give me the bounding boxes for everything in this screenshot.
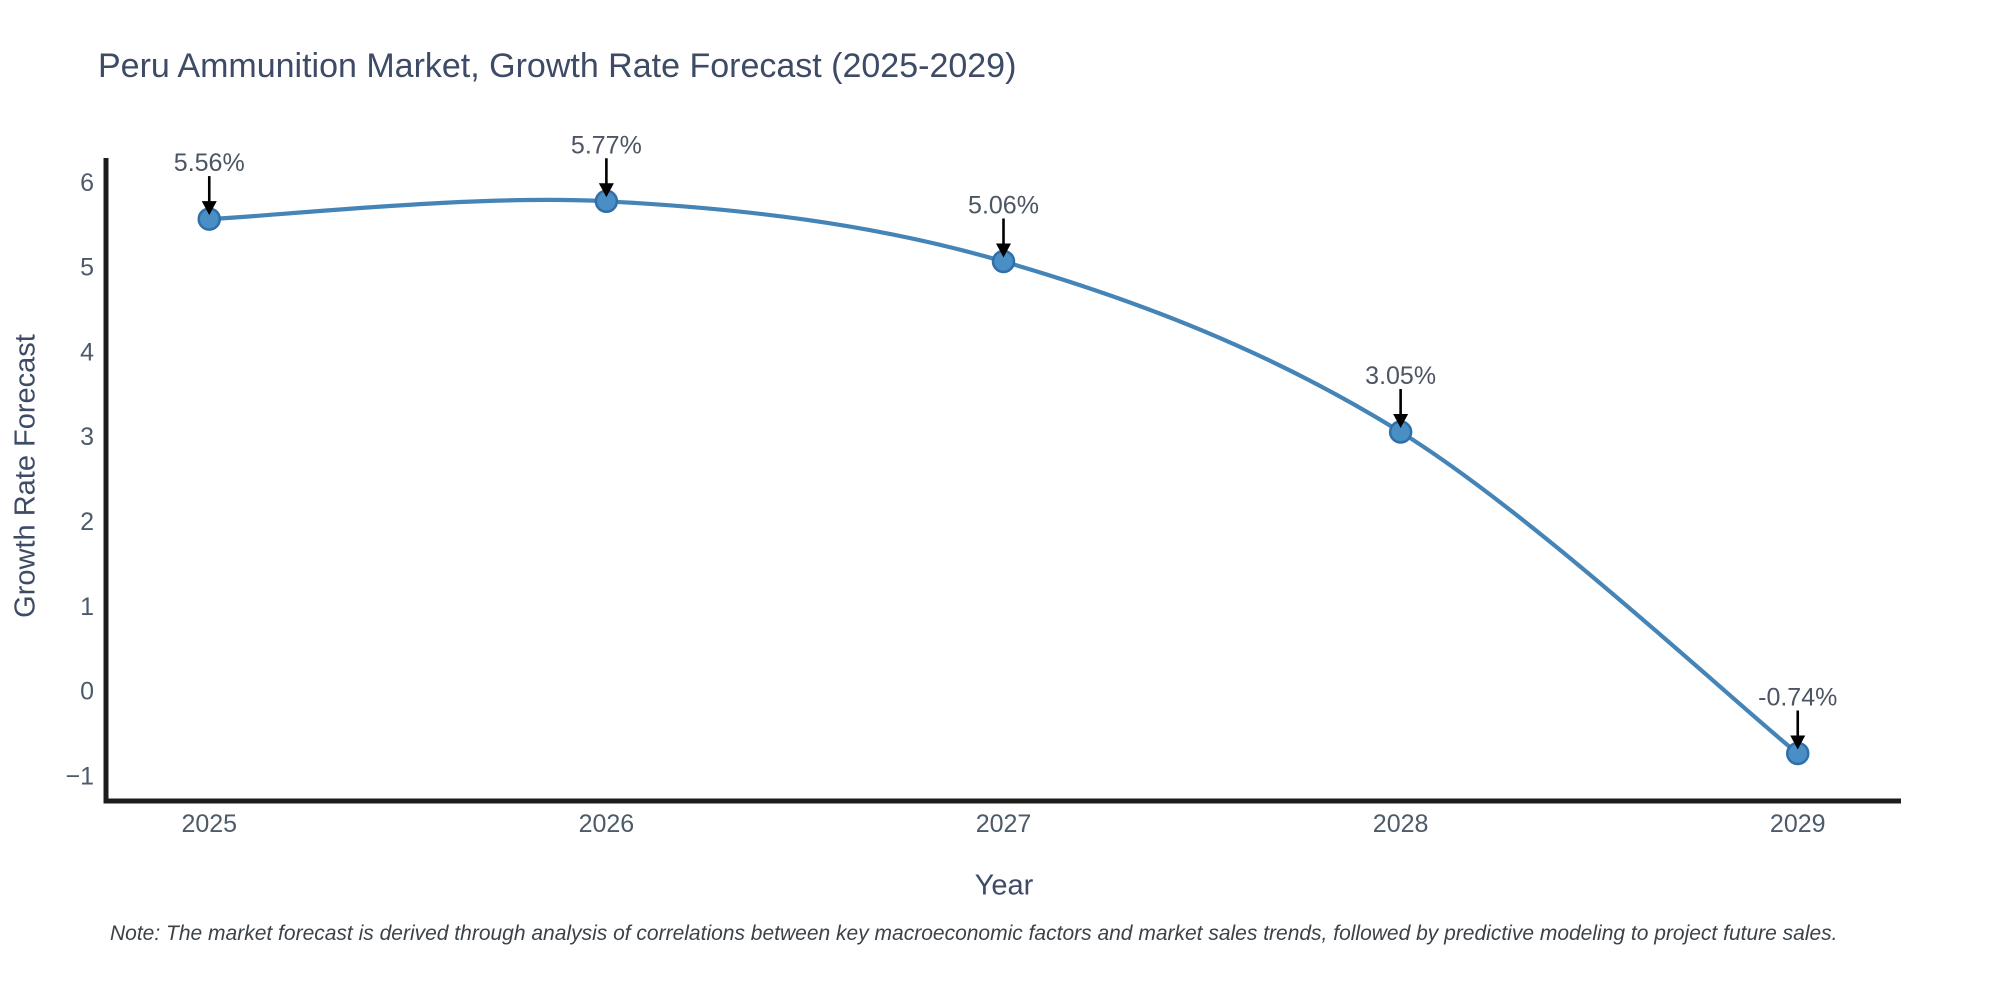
x-tick-label: 2029 <box>1770 810 1826 838</box>
y-tick-label: 4 <box>80 338 94 366</box>
footnote: Note: The market forecast is derived thr… <box>110 922 1838 945</box>
y-tick-label: 1 <box>80 593 94 621</box>
y-tick-label: 6 <box>80 169 94 197</box>
chart-title: Peru Ammunition Market, Growth Rate Fore… <box>98 47 1017 85</box>
y-tick-label: 2 <box>80 508 94 536</box>
x-axis-title: Year <box>974 869 1034 902</box>
y-tick-label: 3 <box>80 423 94 451</box>
x-tick-label: 2025 <box>181 810 237 838</box>
x-tick-label: 2028 <box>1373 810 1429 838</box>
series-line <box>207 197 1800 756</box>
point-annotation: -0.74% <box>1758 683 1837 711</box>
x-tick-label: 2026 <box>579 810 635 838</box>
annotation-arrow-head <box>1790 735 1806 750</box>
annotation-arrow-head <box>201 201 217 216</box>
point-annotation: 5.06% <box>968 191 1039 219</box>
x-tick-label: 2027 <box>976 810 1032 838</box>
y-tick-label: 0 <box>80 678 94 706</box>
annotation-arrow-head <box>598 183 614 198</box>
y-axis-title: Growth Rate Forecast <box>9 334 42 618</box>
annotation-arrow-head <box>996 243 1011 258</box>
point-annotation: 3.05% <box>1365 362 1436 390</box>
y-tick-label: −1 <box>65 763 94 791</box>
point-annotation: 5.56% <box>174 149 245 177</box>
annotation-arrow-head <box>1393 413 1409 428</box>
y-tick-label: 5 <box>80 254 94 282</box>
point-annotation: 5.77% <box>571 131 642 159</box>
